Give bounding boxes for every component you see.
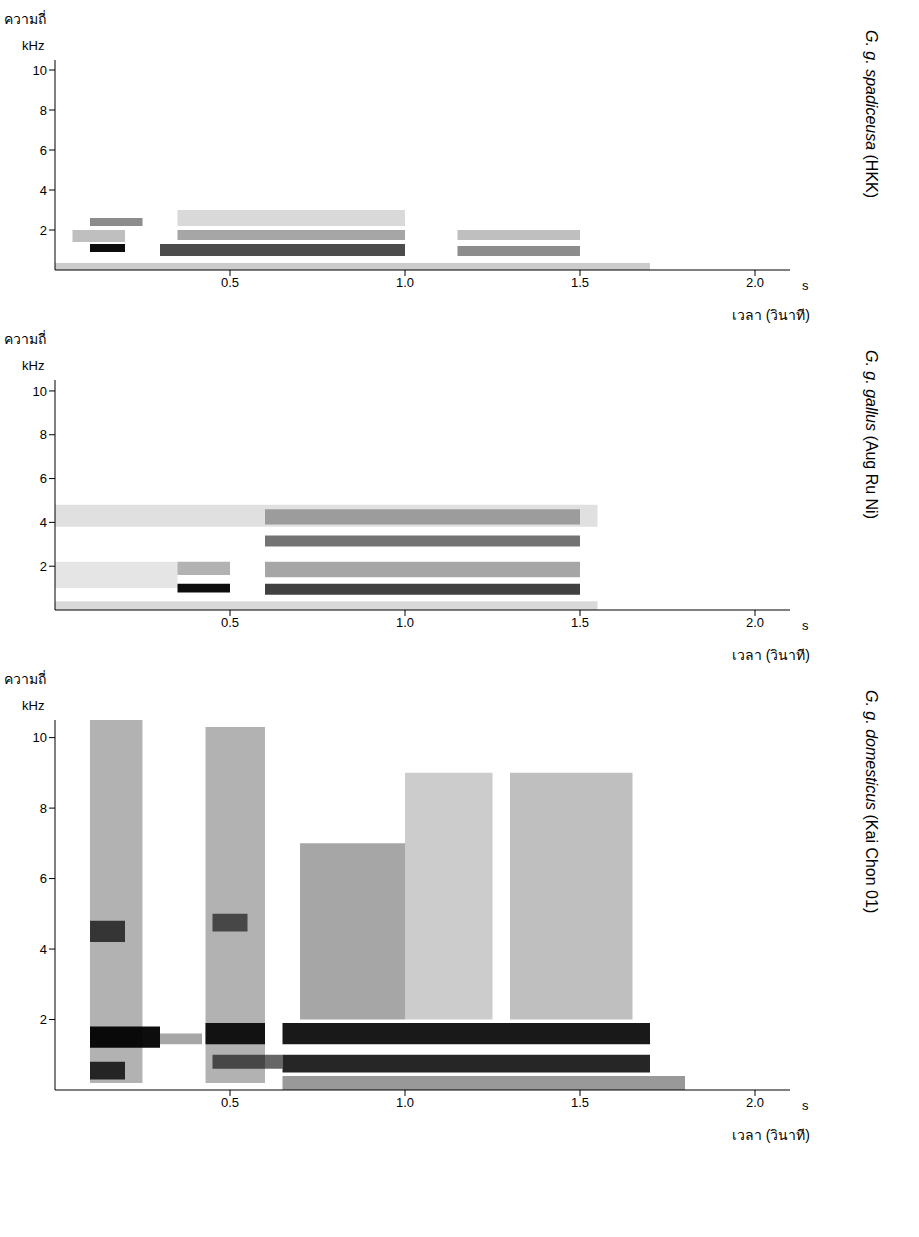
svg-text:2: 2 — [40, 1012, 47, 1027]
svg-text:4: 4 — [40, 942, 47, 957]
svg-text:1.5: 1.5 — [571, 1095, 589, 1110]
svg-text:8: 8 — [40, 801, 47, 816]
svg-text:s: s — [802, 1098, 809, 1113]
html-text:(Kai Chon 01): (Kai Chon 01) — [863, 814, 880, 914]
html-text:เวลา (วินาที): เวลา (วินาที) — [731, 647, 810, 663]
svg-text:s: s — [802, 278, 809, 293]
svg-text:2.0: 2.0 — [746, 615, 764, 630]
svg-text:10: 10 — [33, 384, 47, 399]
svg-text:4: 4 — [40, 515, 47, 530]
html-text:ความถี่: ความถี่ — [4, 331, 46, 347]
html-text:G. g. domesticus: G. g. domesticus — [863, 690, 880, 810]
svg-text:8: 8 — [40, 103, 47, 118]
html-text:kHz: kHz — [22, 698, 45, 713]
svg-text:8: 8 — [40, 427, 47, 442]
svg-text:1.5: 1.5 — [571, 275, 589, 290]
svg-text:1.5: 1.5 — [571, 615, 589, 630]
html-text:เวลา (วินาที): เวลา (วินาที) — [731, 307, 810, 323]
svg-text:10: 10 — [33, 730, 47, 745]
svg-text:0.5: 0.5 — [221, 1095, 239, 1110]
svg-text:6: 6 — [40, 871, 47, 886]
svg-text:10: 10 — [33, 63, 47, 78]
html-text:G. g. spadiceusa: G. g. spadiceusa — [863, 30, 880, 151]
svg-text:6: 6 — [40, 471, 47, 486]
html-text:ความถี่: ความถี่ — [4, 11, 46, 27]
svg-text:2.0: 2.0 — [746, 275, 764, 290]
svg-text:0.5: 0.5 — [221, 615, 239, 630]
html-text:ความถี่: ความถี่ — [4, 671, 46, 687]
svg-text:2.0: 2.0 — [746, 1095, 764, 1110]
html-text:(Aug Ru Ni): (Aug Ru Ni) — [863, 435, 880, 519]
svg-text:6: 6 — [40, 143, 47, 158]
svg-text:2: 2 — [40, 223, 47, 238]
html-text:kHz: kHz — [22, 38, 45, 53]
html-text:เวลา (วินาที): เวลา (วินาที) — [731, 1127, 810, 1143]
svg-text:1.0: 1.0 — [396, 1095, 414, 1110]
svg-text:4: 4 — [40, 183, 47, 198]
html-text:(HKK): (HKK) — [863, 154, 880, 199]
svg-text:1.0: 1.0 — [396, 615, 414, 630]
html-text:kHz: kHz — [22, 358, 45, 373]
html-text:G. g. gallus: G. g. gallus — [863, 350, 880, 431]
svg-text:s: s — [802, 618, 809, 633]
svg-text:1.0: 1.0 — [396, 275, 414, 290]
svg-text:0.5: 0.5 — [221, 275, 239, 290]
svg-text:2: 2 — [40, 559, 47, 574]
